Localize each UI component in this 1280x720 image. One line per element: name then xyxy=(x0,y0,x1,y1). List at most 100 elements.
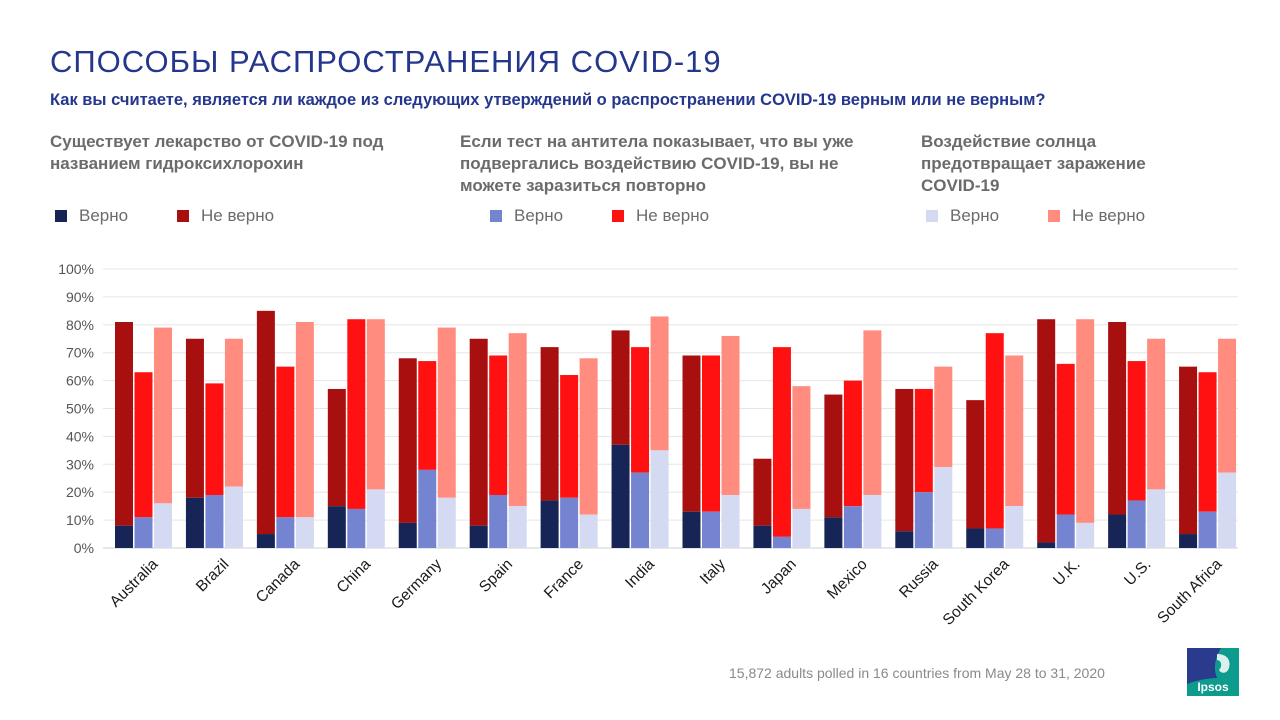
bar-segment-false xyxy=(327,388,346,507)
bar-segment-true xyxy=(398,522,417,548)
bar-segment-false xyxy=(824,394,843,518)
bar-segment-true xyxy=(985,528,1004,548)
legend-item-false: Не верно xyxy=(1048,206,1145,226)
bar-segment-false xyxy=(1198,372,1217,512)
bar-segment-false xyxy=(966,400,985,529)
bar-segment-true xyxy=(1198,511,1217,548)
logo-accent xyxy=(1187,648,1221,684)
bar-segment-false xyxy=(702,355,720,512)
bar-segment-true xyxy=(469,525,488,548)
bar-segment-false xyxy=(1147,338,1166,490)
y-tick-label: 90% xyxy=(66,289,94,305)
bar-segment-true xyxy=(437,497,456,548)
bar-segment-false xyxy=(611,330,630,445)
bar-segment-false xyxy=(1037,319,1056,543)
bar-segment-true xyxy=(843,506,862,548)
bar-segment-false xyxy=(1076,319,1095,523)
bar-segment-false xyxy=(1127,361,1146,501)
bar-segment-false xyxy=(914,388,933,493)
bar-segment-false xyxy=(934,366,953,468)
bar-segment-false xyxy=(469,338,488,526)
legend-item-true: Верно xyxy=(55,206,128,226)
x-category-label: U.S. xyxy=(1121,556,1154,589)
bar-segment-false xyxy=(256,310,275,535)
bar-segment-true xyxy=(347,508,366,548)
bar-segment-false xyxy=(843,380,862,507)
legend-swatch-true xyxy=(55,210,67,222)
y-tick-label: 40% xyxy=(66,428,94,444)
bar-segment-false xyxy=(489,355,508,495)
x-category-label: Brazil xyxy=(193,556,232,595)
bar-segment-false xyxy=(721,335,740,495)
x-category-label: Japan xyxy=(758,556,800,598)
bar-segment-true xyxy=(154,503,172,548)
x-category-label: France xyxy=(541,556,587,602)
bar-segment-true xyxy=(611,444,630,548)
x-category-label: U.K. xyxy=(1050,556,1083,589)
legend-swatch-false xyxy=(177,210,189,222)
bar-segment-true xyxy=(753,525,772,548)
question-subtitle: Как вы считаете, является ли каждое из с… xyxy=(50,91,1046,109)
bar-segment-false xyxy=(895,388,914,532)
x-category-label: India xyxy=(622,556,658,592)
bar-segment-false xyxy=(772,347,791,537)
bar-segment-false xyxy=(347,319,366,509)
bar-segment-true xyxy=(224,486,243,548)
statement-2-text: Если тест на антитела показывает, что вы… xyxy=(460,132,854,195)
bar-segment-true xyxy=(276,517,295,548)
legend-label-true: Верно xyxy=(950,206,1000,225)
y-tick-label: 50% xyxy=(66,401,94,417)
legend-label-false: Не верно xyxy=(1072,206,1146,225)
bar-segment-true xyxy=(1037,542,1056,548)
bar-segment-false xyxy=(1218,338,1237,473)
bar-segment-true xyxy=(1127,500,1146,548)
bar-segment-true xyxy=(824,517,843,548)
legend-swatch-false xyxy=(1048,210,1060,222)
bar-segment-false xyxy=(154,327,172,504)
legend-label-true: Верно xyxy=(514,206,564,225)
bar-segment-true xyxy=(966,528,985,548)
bar-segment-false xyxy=(205,383,224,495)
x-category-label: China xyxy=(334,556,375,597)
bar-segment-false xyxy=(418,361,437,470)
bar-segment-false xyxy=(508,333,527,507)
x-category-label: Spain xyxy=(476,556,516,596)
bar-segment-true xyxy=(560,497,579,548)
bar-segment-false xyxy=(366,319,385,490)
bar-segment-false xyxy=(1005,355,1024,507)
bar-segment-false xyxy=(985,333,1004,529)
bar-segment-true xyxy=(540,500,559,548)
bar-segment-true xyxy=(1147,489,1166,548)
bar-segment-true xyxy=(772,536,791,548)
bar-segment-true xyxy=(631,472,650,548)
bar-segment-false xyxy=(437,327,456,498)
legend-item-false: Не верно xyxy=(612,206,709,226)
x-category-label: Mexico xyxy=(824,556,871,603)
bar-segment-true xyxy=(895,531,914,548)
bar-segment-false xyxy=(650,316,669,451)
bar-segment-true xyxy=(418,469,437,548)
bar-segment-false xyxy=(682,355,701,512)
y-tick-label: 70% xyxy=(66,345,94,361)
legend-label-true: Верно xyxy=(79,206,129,225)
bar-segment-true xyxy=(256,534,275,548)
bar-segment-true xyxy=(185,497,204,548)
bar-segment-true xyxy=(682,511,701,548)
bar-segment-false xyxy=(753,458,772,526)
legend-swatch-false xyxy=(612,210,624,222)
bar-segment-true xyxy=(1218,472,1237,548)
bar-segment-true xyxy=(134,517,153,548)
bar-segment-false xyxy=(792,386,811,509)
logo-text: Ipsos xyxy=(1197,680,1229,694)
legend-swatch-true xyxy=(926,210,938,222)
bar-segment-false xyxy=(134,372,153,518)
bar-segment-true xyxy=(366,489,385,548)
legend-label-false: Не верно xyxy=(201,206,275,225)
bar-segment-false xyxy=(1179,366,1198,535)
bar-segment-true xyxy=(1005,506,1024,548)
bar-segment-true xyxy=(914,492,933,548)
x-category-label: South Korea xyxy=(940,556,1013,629)
bar-segment-true xyxy=(295,517,314,548)
bar-segment-false xyxy=(863,330,882,495)
